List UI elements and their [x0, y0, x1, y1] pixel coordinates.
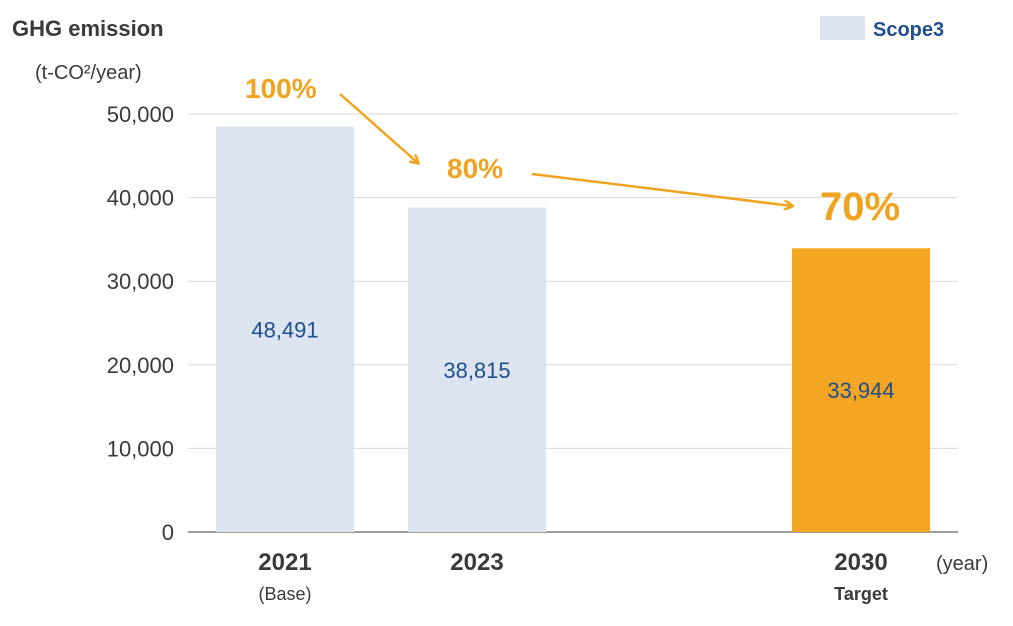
bar-value-labels: 48,491 38,815 33,944: [251, 317, 894, 403]
bar-value-label: 38,815: [443, 358, 510, 383]
trend-arrow-2: [531, 172, 792, 206]
x-tick-label: 2030: [834, 549, 887, 576]
y-tick-label: 0: [162, 520, 174, 545]
y-axis-unit: (t-CO²/year): [35, 62, 142, 84]
bars: [216, 126, 930, 533]
x-tick-label: 2023: [450, 549, 503, 576]
percent-annotation-2023: 80%: [447, 153, 503, 184]
y-axis-title: GHG emission: [12, 16, 164, 41]
legend-swatch-scope3: [820, 16, 865, 40]
y-tick-label: 10,000: [107, 436, 174, 461]
percent-annotation-2030: 70%: [820, 185, 900, 229]
bar-2023: [408, 207, 546, 533]
y-axis-ticks: 0 10,000 20,000 30,000 40,000 50,000: [107, 102, 174, 545]
bar-value-label: 33,944: [827, 378, 894, 403]
trend-arrow-1: [339, 93, 418, 163]
x-tick-label: 2021: [258, 549, 311, 576]
y-tick-label: 40,000: [107, 186, 174, 211]
x-tick-sublabel: Target: [834, 584, 888, 604]
x-axis-unit: (year): [936, 553, 988, 575]
legend-label-scope3: Scope3: [873, 19, 944, 41]
percent-annotation-2021: 100%: [245, 73, 317, 104]
x-tick-sublabel: (Base): [258, 584, 311, 604]
bar-value-label: 48,491: [251, 317, 318, 342]
y-tick-label: 20,000: [107, 353, 174, 378]
bar-2021: [216, 126, 354, 533]
y-tick-label: 50,000: [107, 102, 174, 127]
x-axis-ticks: 2021 (Base) 2023 2030 Target: [258, 549, 888, 604]
y-tick-label: 30,000: [107, 269, 174, 294]
bar-2030: [792, 248, 930, 533]
